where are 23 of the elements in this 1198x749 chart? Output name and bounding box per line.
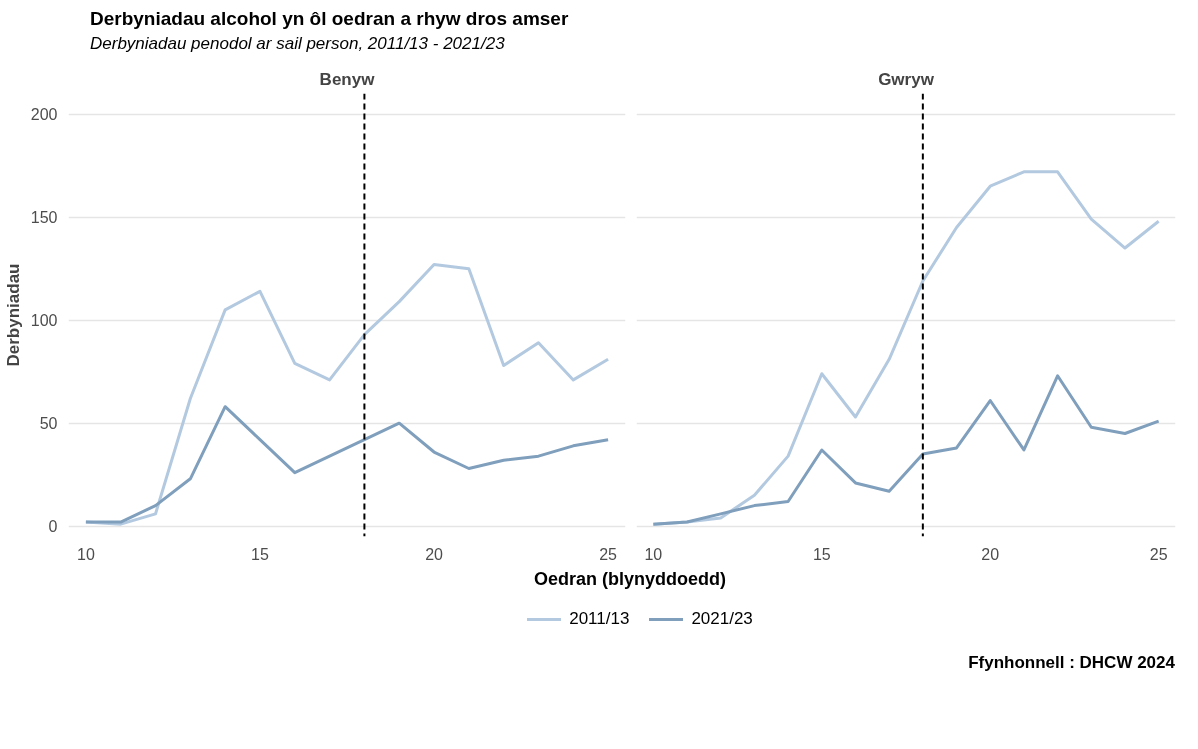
line-series bbox=[84, 405, 610, 524]
legend-label: 2011/13 bbox=[569, 609, 630, 628]
x-tick-label: 10 bbox=[644, 545, 663, 563]
x-axis-title: Oedran (blynyddoedd) bbox=[533, 568, 727, 591]
text: Gwryw bbox=[878, 69, 935, 89]
x-tick-label: 15 bbox=[812, 545, 831, 563]
y-tick-label: 200 bbox=[30, 106, 58, 124]
text: Benyw bbox=[319, 69, 376, 89]
x-tick-label: 20 bbox=[981, 545, 1000, 563]
y-tick-label: 150 bbox=[30, 209, 58, 227]
y-tick-label: 50 bbox=[39, 415, 58, 433]
y-tick-label: 0 bbox=[48, 518, 58, 536]
x-tick-label: 25 bbox=[1149, 545, 1168, 563]
x-tick-label: 15 bbox=[251, 545, 269, 563]
chart-title: Derbyniadau alcohol yn ôl oedran a rhyw dros amser bbox=[90, 7, 569, 31]
x-tick-label: 20 bbox=[425, 545, 444, 563]
y-axis-title: Derbyniadau bbox=[3, 263, 23, 367]
text: Ffynhonnell : DHCW 2024 bbox=[967, 652, 1175, 674]
x-tick-label: 10 bbox=[77, 545, 95, 563]
y-tick-label: 100 bbox=[30, 312, 58, 330]
x-tick-label: 25 bbox=[599, 545, 618, 563]
legend-label: 2021/23 bbox=[691, 609, 753, 628]
chart-subtitle: Derbyniadau penodol ar sail person, 2011/13 - 2021/23 bbox=[90, 33, 506, 56]
